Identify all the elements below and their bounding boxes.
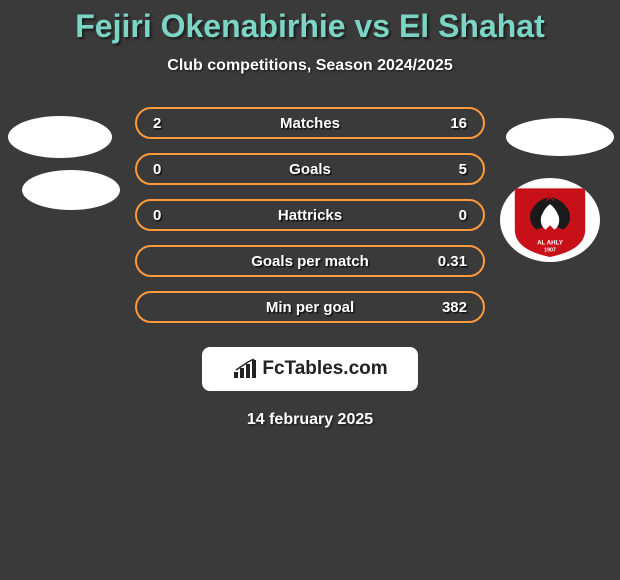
stat-left-value: 2 — [153, 115, 161, 132]
stat-label: Goals per match — [251, 253, 369, 270]
brand-text: FcTables.com — [262, 358, 387, 380]
brand-chart-icon — [232, 358, 260, 380]
stat-row: Goals per match 0.31 — [135, 245, 485, 277]
comparison-subtitle: Club competitions, Season 2024/2025 — [0, 57, 620, 75]
stat-right-value: 0 — [459, 207, 467, 224]
stat-right-value: 0.31 — [438, 253, 467, 270]
stat-row: 2 Matches 16 — [135, 107, 485, 139]
stat-right-value: 16 — [450, 115, 467, 132]
left-player-badge — [8, 116, 112, 158]
stat-label: Goals — [289, 161, 331, 178]
al-ahly-crest: AL AHLY 1907 — [506, 181, 594, 259]
comparison-title: Fejiri Okenabirhie vs El Shahat — [0, 0, 620, 45]
left-club-badge — [22, 170, 120, 210]
stat-right-value: 382 — [442, 299, 467, 316]
stat-left-value: 0 — [153, 161, 161, 178]
stat-row: 0 Hattricks 0 — [135, 199, 485, 231]
svg-text:1907: 1907 — [544, 248, 556, 254]
date-text: 14 february 2025 — [0, 411, 620, 429]
svg-text:AL AHLY: AL AHLY — [537, 240, 563, 247]
stat-label: Matches — [280, 115, 340, 132]
stat-label: Min per goal — [266, 299, 354, 316]
stat-right-value: 5 — [459, 161, 467, 178]
stat-row: Min per goal 382 — [135, 291, 485, 323]
stat-row: 0 Goals 5 — [135, 153, 485, 185]
brand-badge: FcTables.com — [202, 347, 418, 391]
right-player-badge — [506, 118, 614, 156]
stat-label: Hattricks — [278, 207, 342, 224]
right-club-badge: AL AHLY 1907 — [500, 178, 600, 262]
stat-left-value: 0 — [153, 207, 161, 224]
